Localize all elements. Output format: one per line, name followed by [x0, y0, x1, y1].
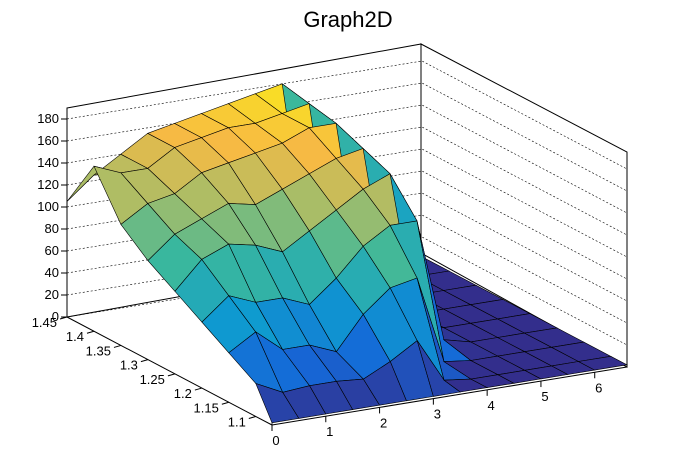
- y-tick-label-7: 1.45: [32, 315, 57, 330]
- z-tick-label-8: 160: [37, 133, 59, 148]
- z-tick-label-0: 0: [52, 309, 59, 324]
- z-tick-label-2: 40: [45, 265, 59, 280]
- y-tick-mark-3: [167, 373, 176, 377]
- z-tick-label-4: 80: [45, 221, 59, 236]
- x-tick-label-0: 0: [272, 433, 279, 448]
- y-tick-label-5: 1.35: [86, 343, 111, 358]
- z-tick-label-1: 20: [45, 287, 59, 302]
- y-tick-label-2: 1.2: [174, 386, 192, 401]
- z-tick-label-7: 140: [37, 155, 59, 170]
- y-tick-mark-5: [113, 344, 122, 348]
- x-tick-label-3: 3: [434, 407, 441, 422]
- x-axis: 0 1 2 3 4 5 6: [271, 372, 602, 448]
- y-tick-mark-1: [221, 401, 229, 405]
- y-axis: 1.1 1.151.2 1.251.3 1.351.4 1.45: [32, 315, 256, 429]
- x-tick-label-5: 5: [541, 389, 548, 404]
- surface-mesh: [66, 83, 628, 424]
- y-tick-mark-6: [86, 330, 95, 334]
- x-tick-label-2: 2: [380, 415, 387, 430]
- chart-title: Graph2D: [303, 7, 392, 32]
- y-tick-label-1: 1.15: [194, 400, 219, 415]
- y-tick-mark-4: [140, 359, 149, 363]
- z-tick-label-9: 180: [37, 111, 59, 126]
- floor-edge-x: [271, 366, 628, 426]
- y-tick-mark-0: [248, 415, 256, 419]
- y-tick-label-4: 1.3: [120, 358, 138, 373]
- z-tick-label-3: 60: [45, 243, 59, 258]
- y-tick-label-6: 1.4: [66, 329, 84, 344]
- x-tick-label-4: 4: [488, 398, 495, 413]
- x-tick-label-1: 1: [326, 424, 333, 439]
- y-tick-mark-7: [59, 316, 68, 320]
- floor-edge-y: [66, 316, 273, 426]
- z-tick-label-5: 100: [37, 199, 59, 214]
- surface-cell-0-12: [577, 355, 628, 371]
- z-axis: 0 20 40 60 80 100 120 140 160 180: [37, 108, 68, 324]
- z-tick-label-6: 120: [37, 177, 59, 192]
- y-tick-mark-2: [194, 387, 203, 391]
- x-tick-label-6: 6: [595, 380, 602, 395]
- y-tick-label-3: 1.25: [140, 372, 165, 387]
- y-tick-label-0: 1.1: [228, 414, 246, 429]
